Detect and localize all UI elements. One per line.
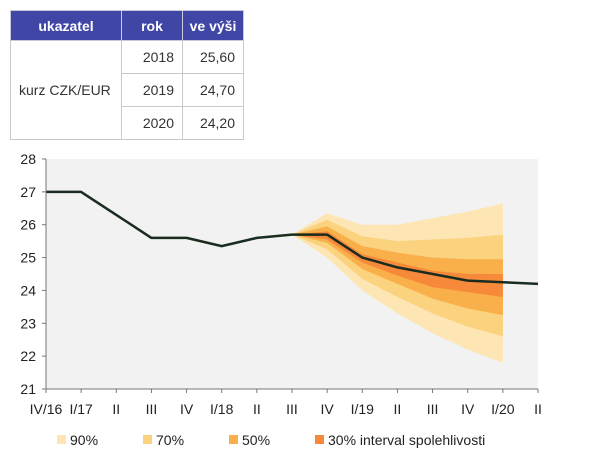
x-tick-label: II bbox=[112, 401, 120, 417]
central-forecast-line bbox=[46, 190, 539, 286]
legend-label: 50% bbox=[242, 432, 270, 448]
x-tick-label: I/18 bbox=[210, 401, 234, 417]
x-tick-label: II bbox=[253, 401, 261, 417]
header-year: rok bbox=[121, 10, 183, 41]
central-forecast bbox=[46, 190, 539, 286]
x-tick-label: I/20 bbox=[491, 401, 515, 417]
y-tick-label: 23 bbox=[20, 315, 36, 331]
header-indicator: ukazatel bbox=[10, 10, 122, 41]
legend: 90% 70% 50% 30% interval spolehlivosti bbox=[57, 432, 485, 448]
x-tick-label: II bbox=[394, 401, 402, 417]
table-row: 2020 24,20 bbox=[11, 106, 244, 140]
y-tick-label: 26 bbox=[20, 217, 36, 233]
table-row: kurz CZK/EUR 2018 25,60 bbox=[10, 40, 244, 140]
legend-label: 90% bbox=[70, 432, 98, 448]
x-tick-label: II bbox=[534, 401, 542, 417]
value-cell: 24,70 bbox=[182, 73, 244, 107]
confidence-bands bbox=[292, 203, 503, 363]
header-value: ve výši bbox=[182, 10, 244, 41]
forecast-table: ukazatel rok ve výši kurz CZK/EUR 2018 2… bbox=[10, 10, 244, 140]
y-tick-label: 25 bbox=[20, 250, 36, 266]
value-cell: 25,60 bbox=[182, 40, 244, 74]
indicator-cell: kurz CZK/EUR bbox=[10, 40, 122, 140]
x-tick-label: IV/16 bbox=[30, 401, 63, 417]
year-cell: 2020 bbox=[121, 106, 183, 140]
x-tick-label: I/19 bbox=[351, 401, 375, 417]
y-tick-label: 24 bbox=[20, 282, 36, 298]
y-tick-label: 27 bbox=[20, 184, 36, 200]
band-3 bbox=[292, 231, 503, 297]
x-tick-label: IV bbox=[461, 401, 475, 417]
y-tick-label: 22 bbox=[20, 348, 36, 364]
y-tick-label: 28 bbox=[20, 151, 36, 167]
x-tick-label: III bbox=[286, 401, 298, 417]
table-row: 2019 24,70 bbox=[11, 73, 244, 107]
year-cell: 2019 bbox=[121, 73, 183, 107]
x-tick-label: III bbox=[427, 401, 439, 417]
y-tick-label: 21 bbox=[20, 381, 36, 397]
legend-swatch bbox=[143, 435, 152, 444]
legend-label: 70% bbox=[156, 432, 184, 448]
legend-swatch bbox=[229, 435, 238, 444]
legend-swatch bbox=[57, 435, 66, 444]
legend-swatch bbox=[315, 435, 324, 444]
x-tick-label: IV bbox=[180, 401, 194, 417]
x-tick-label: III bbox=[146, 401, 158, 417]
legend-label: 30% interval spolehlivosti bbox=[328, 432, 485, 448]
x-tick-label: IV bbox=[321, 401, 335, 417]
value-cell: 24,20 bbox=[182, 106, 244, 140]
year-cell: 2018 bbox=[121, 40, 183, 74]
x-tick-label: I/17 bbox=[69, 401, 93, 417]
